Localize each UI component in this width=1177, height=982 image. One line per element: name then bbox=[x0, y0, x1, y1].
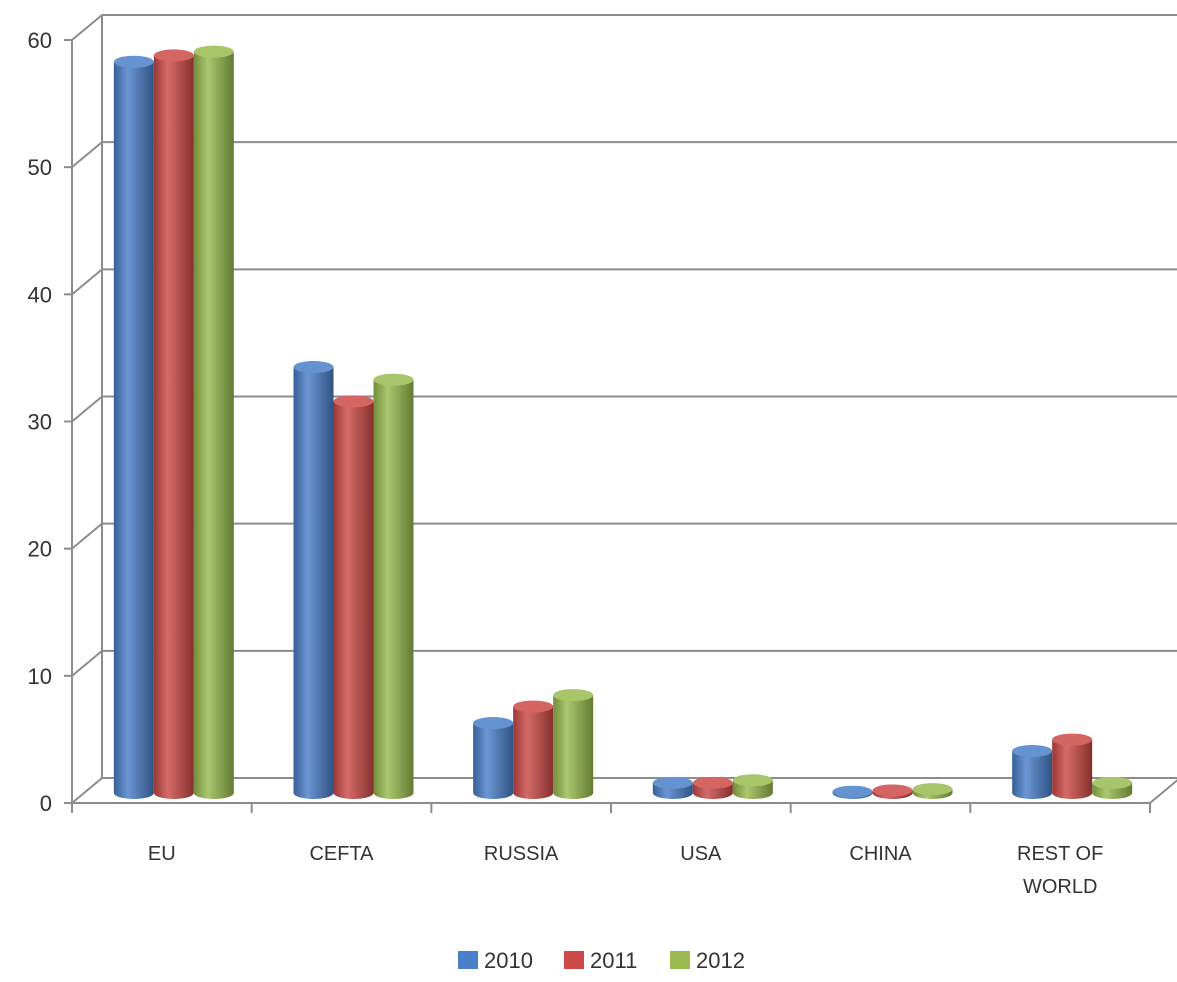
bar-top bbox=[832, 785, 873, 798]
bar-top bbox=[373, 373, 414, 386]
bar-top bbox=[1092, 776, 1133, 789]
bar-2011-russia bbox=[513, 700, 554, 799]
legend-swatch-2010 bbox=[458, 951, 478, 969]
bar-2010-russia bbox=[473, 717, 514, 800]
legend-label-2010: 2010 bbox=[484, 948, 533, 973]
y-tick-label: 10 bbox=[28, 664, 52, 689]
bar-2010-china bbox=[832, 785, 873, 799]
side-wall-line bbox=[71, 268, 103, 296]
bar-top bbox=[1052, 733, 1093, 746]
bar-2011-china bbox=[872, 784, 913, 799]
bar-body bbox=[473, 723, 514, 800]
bar-2012-russia bbox=[553, 689, 594, 799]
bar-body bbox=[513, 706, 554, 799]
bar-2012-usa bbox=[732, 774, 773, 799]
x-category-label: REST OF bbox=[1017, 843, 1103, 865]
bar-2010-cefta bbox=[293, 360, 334, 799]
bar-2010-usa bbox=[652, 776, 693, 799]
bar-top bbox=[293, 360, 334, 373]
bar-top bbox=[473, 717, 514, 730]
bar-body bbox=[1052, 739, 1093, 799]
x-category-label: EU bbox=[148, 843, 176, 865]
bar-top bbox=[193, 45, 234, 58]
bar-top bbox=[652, 776, 693, 789]
y-tick-label: 50 bbox=[28, 155, 52, 180]
legend-swatch-2012 bbox=[670, 951, 690, 969]
legend-label-2012: 2012 bbox=[696, 948, 745, 973]
x-category-label: RUSSIA bbox=[484, 843, 559, 865]
bar-body bbox=[293, 366, 334, 799]
side-wall-line bbox=[71, 522, 103, 550]
bar-body bbox=[1012, 751, 1053, 799]
legend-label-2011: 2011 bbox=[590, 948, 637, 973]
bar-2012-cefta bbox=[373, 373, 414, 799]
y-tick-label: 0 bbox=[40, 791, 52, 816]
y-tick-label: 30 bbox=[28, 410, 52, 435]
bar-top bbox=[153, 49, 194, 62]
bar-top bbox=[872, 784, 913, 797]
side-wall-line bbox=[71, 14, 103, 41]
bar-top bbox=[333, 395, 374, 408]
bar-2012-rest-of-world bbox=[1092, 776, 1133, 799]
legend-swatch-2011 bbox=[564, 951, 584, 969]
side-wall-line bbox=[71, 395, 103, 423]
side-wall-line bbox=[71, 650, 103, 677]
bar-2012-eu bbox=[193, 45, 234, 799]
y-tick-label: 20 bbox=[28, 537, 52, 562]
bar-top bbox=[113, 55, 154, 68]
y-tick-label: 40 bbox=[28, 282, 52, 307]
bar-body bbox=[193, 51, 234, 799]
x-category-label: USA bbox=[680, 843, 722, 865]
x-category-label: CEFTA bbox=[309, 843, 374, 865]
bar-top bbox=[692, 776, 733, 789]
y-tick-label: 60 bbox=[28, 28, 52, 53]
bar-body bbox=[553, 695, 594, 799]
bar-body bbox=[153, 55, 194, 799]
bar-top bbox=[1012, 745, 1053, 758]
x-category-label: WORLD bbox=[1023, 876, 1097, 898]
bar-top bbox=[912, 783, 953, 796]
bar-top bbox=[732, 774, 773, 787]
bar-2012-china bbox=[912, 783, 953, 799]
floor-right-edge bbox=[1149, 779, 1177, 804]
bar-body bbox=[113, 61, 154, 799]
bar-2011-cefta bbox=[333, 395, 374, 799]
bar-top bbox=[513, 700, 554, 713]
bar-2010-eu bbox=[113, 55, 154, 799]
bar-top bbox=[553, 689, 594, 702]
bar-2010-rest-of-world bbox=[1012, 745, 1053, 799]
bar-2011-rest-of-world bbox=[1052, 733, 1093, 799]
bar-2011-usa bbox=[692, 776, 733, 799]
side-wall-line bbox=[71, 777, 103, 804]
side-wall-line bbox=[71, 141, 103, 168]
bar-body bbox=[333, 401, 374, 799]
bar-body bbox=[373, 379, 414, 799]
x-category-label: CHINA bbox=[849, 843, 912, 865]
bar-2011-eu bbox=[153, 49, 194, 799]
